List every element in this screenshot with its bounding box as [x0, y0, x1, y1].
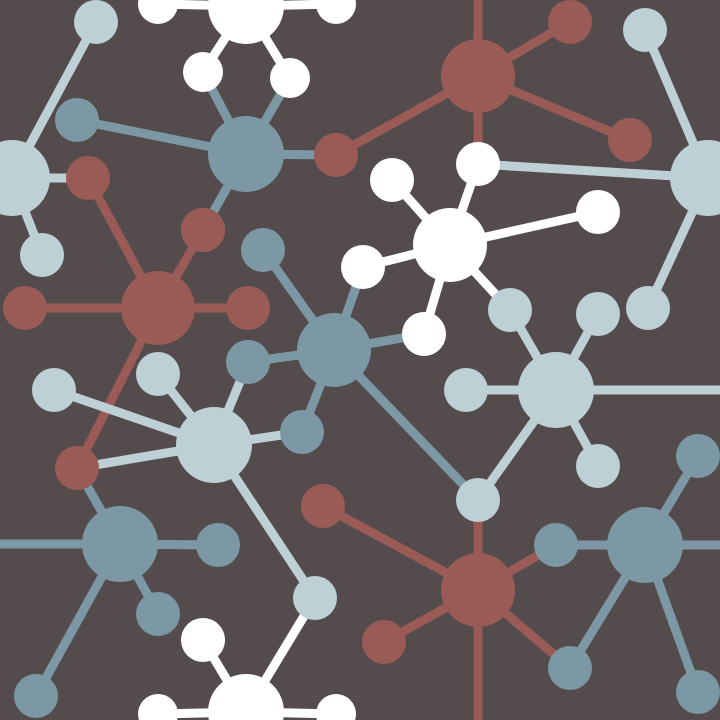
- atom-small-4-0: [370, 158, 414, 202]
- atom-small-12-2: [548, 646, 592, 690]
- atom-small-11-1: [362, 620, 406, 664]
- atom-small-0-0: [138, 0, 178, 24]
- atom-small-1-2: [314, 133, 358, 177]
- atom-small-0-2: [183, 52, 223, 92]
- atom-small-6-0: [66, 156, 110, 200]
- atom-small-7-1: [226, 340, 270, 384]
- atom-small-2-1: [20, 233, 64, 277]
- atom-hub-4: [413, 208, 487, 282]
- atom-small-1-1: [608, 118, 652, 162]
- atom-hub-13: [208, 674, 284, 720]
- atom-small-8-4: [456, 478, 500, 522]
- atom-hub-5: [670, 140, 720, 216]
- atom-small-6-3: [226, 286, 270, 330]
- atom-hub-1: [441, 39, 515, 113]
- atom-small-4-2: [576, 190, 620, 234]
- atom-small-9-1: [32, 368, 76, 412]
- atom-hub-0: [208, 0, 284, 44]
- atom-small-12-0: [534, 523, 578, 567]
- atom-hub-12: [607, 507, 683, 583]
- atom-small-0-3: [270, 58, 310, 98]
- atom-small-9-0: [136, 352, 180, 396]
- atom-small-5-0: [623, 8, 667, 52]
- atom-small-11-0: [301, 484, 345, 528]
- atom-small-13-1: [138, 694, 178, 720]
- atom-small-0-1: [316, 0, 356, 24]
- atom-small-13-2: [316, 694, 356, 720]
- atom-small-7-0: [241, 228, 285, 272]
- atom-hub-9: [176, 407, 252, 483]
- atom-hub-6: [121, 271, 195, 345]
- atom-hub-2: [0, 140, 50, 216]
- atom-small-4-4: [402, 312, 446, 356]
- atom-small-10-1: [136, 592, 180, 636]
- atom-small-8-2: [444, 368, 488, 412]
- atom-small-10-2: [14, 674, 58, 718]
- atom-small-2-0: [74, 0, 118, 44]
- bond-5-2: [473, 159, 713, 183]
- atom-hub-11: [441, 553, 515, 627]
- atom-small-12-3: [676, 670, 720, 714]
- atom-small-10-0: [196, 523, 240, 567]
- atom-small-7-2: [280, 410, 324, 454]
- atom-small-8-1: [576, 292, 620, 336]
- atom-hub-8: [518, 352, 594, 428]
- atom-small-12-1: [676, 434, 720, 478]
- atom-small-4-3: [341, 245, 385, 289]
- atom-small-13-0: [181, 618, 225, 662]
- atom-small-3-0: [55, 98, 99, 142]
- atom-hub-3: [208, 116, 284, 192]
- atom-small-4-1: [456, 142, 500, 186]
- atom-small-8-0: [488, 288, 532, 332]
- atom-hub-10: [82, 506, 158, 582]
- atom-hub-7: [297, 313, 371, 387]
- atom-small-5-1: [626, 286, 670, 330]
- atom-small-6-4: [55, 446, 99, 490]
- atom-small-1-0: [548, 0, 592, 44]
- atom-small-8-3: [576, 444, 620, 488]
- atom-small-6-1: [181, 208, 225, 252]
- atom-small-6-2: [3, 286, 47, 330]
- atom-small-9-4: [293, 576, 337, 620]
